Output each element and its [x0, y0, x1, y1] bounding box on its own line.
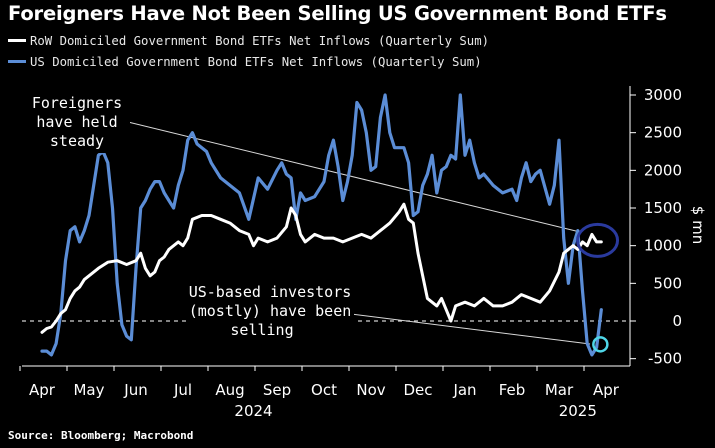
annotation-backing-us: [186, 282, 354, 342]
chart-title: Foreigners Have Not Been Selling US Gove…: [8, 2, 667, 25]
annotation-row-line: Foreigners: [32, 94, 122, 112]
series-layer: [40, 93, 603, 357]
highlight-circle-us: [592, 336, 609, 353]
legend-item-us: US Domiciled Government Bond ETFs Net In…: [8, 53, 482, 71]
annotation-pointer-row: [127, 121, 581, 233]
x-tick-label: Nov: [356, 381, 385, 399]
x-tick-label: Apr: [29, 381, 56, 399]
legend-swatch-us: [8, 60, 26, 63]
annotation-row-line: have held: [36, 113, 117, 131]
x-tick-label: Apr: [593, 381, 620, 399]
series-line-us: [40, 93, 603, 357]
annotation-backing-row: [26, 93, 130, 153]
annotation-us-line: selling: [230, 321, 293, 339]
legend-item-row: RoW Domiciled Government Bond ETFs Net I…: [8, 32, 489, 50]
x-tick-label: Aug: [215, 381, 244, 399]
x-tick-label: May: [73, 381, 104, 399]
x-tick-label: Jul: [173, 381, 192, 399]
x-tick-label: Sep: [263, 381, 291, 399]
legend-label-us: US Domiciled Government Bond ETFs Net In…: [30, 55, 482, 69]
annotation-row-line: steady: [50, 132, 104, 150]
y-tick-label: 2000: [644, 161, 682, 179]
x-tick-label: Feb: [499, 381, 526, 399]
y-tick-label: 1500: [644, 199, 682, 217]
annotation-us-line: (mostly) have been: [189, 302, 352, 320]
y-tick-label: -500: [648, 350, 682, 368]
x-tick-label: Dec: [403, 381, 432, 399]
axis-layer: 3000 2500 2000 1500 1000 500 0 -500 $ mn Apr May Ju…: [19, 86, 707, 420]
highlight-circle-row: [576, 222, 620, 258]
y-tick-label: 0: [672, 312, 682, 330]
x-tick-label: Oct: [311, 381, 337, 399]
x-tick-label: Jan: [452, 381, 476, 399]
y-tick-label: 3000: [644, 86, 682, 104]
annotation-us-line: US-based investors: [189, 283, 352, 301]
legend-swatch-row: [8, 39, 26, 42]
series-line-row: [40, 202, 603, 334]
y-tick-label: 1000: [644, 237, 682, 255]
x-tick-label: Mar: [545, 381, 574, 399]
x-tick-label: Jun: [123, 381, 147, 399]
y-tick-label: 500: [653, 274, 682, 292]
legend-label-row: RoW Domiciled Government Bond ETFs Net I…: [30, 34, 490, 48]
y-tick-label: 2500: [644, 124, 682, 142]
x-year-label: 2024: [234, 402, 272, 420]
source-note: Source: Bloomberg; Macrobond: [8, 429, 194, 442]
y-axis-label: $ mn: [689, 206, 707, 244]
x-year-label: 2025: [559, 402, 597, 420]
